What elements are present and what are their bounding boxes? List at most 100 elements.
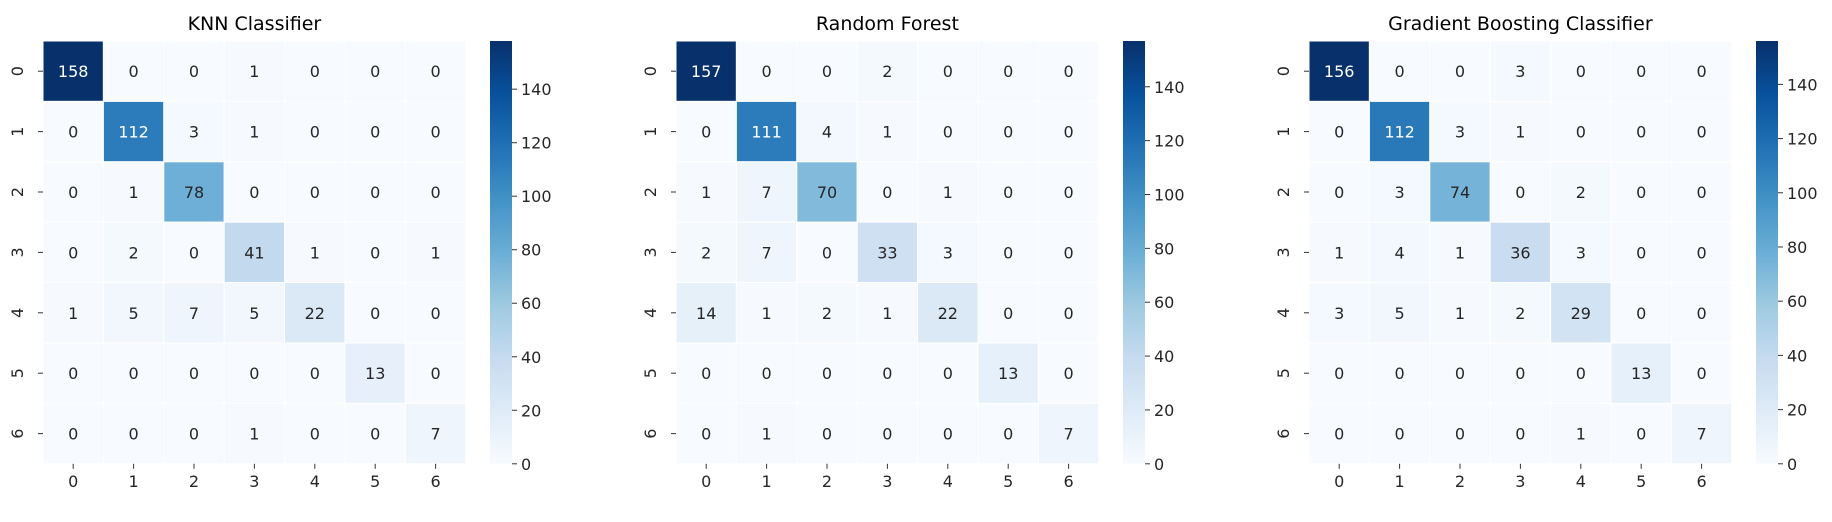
cell-value-label: 2: [822, 304, 832, 323]
colorbar-tick-label: 140: [1154, 78, 1185, 97]
x-tick-label: 0: [68, 472, 78, 491]
cell-value-label: 156: [1324, 62, 1355, 81]
colorbar-tick-label: 0: [1154, 455, 1164, 474]
heatmap-cell: [675, 100, 737, 163]
cell-value-label: 36: [1510, 243, 1530, 262]
heatmap-cell: [1037, 282, 1100, 344]
heatmap-cell: [404, 161, 467, 223]
heatmap-cell: [1489, 100, 1552, 163]
cell-value-label: 0: [1515, 364, 1525, 383]
cell-value-label: 0: [1697, 304, 1707, 323]
cell-value-label: 112: [1384, 123, 1415, 142]
heatmap-cell: [223, 342, 286, 404]
heatmap-cell: [917, 100, 979, 163]
cell-value-label: 0: [1455, 425, 1465, 444]
x-tick-label: 1: [129, 472, 139, 491]
heatmap-cell: [1489, 40, 1552, 102]
colorbar-tick-label: 100: [521, 187, 552, 206]
x-tick-label: 3: [1515, 472, 1525, 491]
cell-value-label: 157: [691, 62, 722, 81]
heatmap-cell: [1670, 402, 1733, 465]
cell-value-label: 0: [370, 123, 380, 142]
cell-value-label: 3: [1334, 304, 1344, 323]
x-tick-label: 5: [1003, 472, 1013, 491]
heatmap-cell: [977, 161, 1039, 223]
y-tick-label: 1: [641, 127, 660, 137]
heatmap-cell: [917, 342, 979, 404]
cell-value-label: 0: [701, 364, 711, 383]
heatmap-cell: [735, 161, 798, 223]
heatmap-cell: [1670, 100, 1733, 163]
cell-value-label: 2: [129, 243, 139, 262]
cell-value-label: 0: [310, 425, 320, 444]
heatmap-cell: [1670, 40, 1733, 102]
y-tick-label: 3: [1274, 247, 1293, 257]
heatmap-cell: [42, 342, 104, 404]
heatmap-cell: [1429, 342, 1491, 404]
cell-value-label: 5: [249, 304, 259, 323]
heatmap-cell: [1670, 221, 1733, 284]
heatmap-cell: [344, 402, 406, 465]
cell-value-label: 0: [943, 364, 953, 383]
colorbar-tick-label: 0: [521, 455, 531, 474]
cell-value-label: 1: [249, 62, 259, 81]
heatmap-cell: [1429, 40, 1491, 102]
heatmap-cell: [1489, 161, 1552, 223]
cell-value-label: 0: [129, 364, 139, 383]
cell-value-label: 0: [370, 183, 380, 202]
heatmap-cell: [163, 402, 225, 465]
cell-value-label: 13: [998, 364, 1018, 383]
heatmap-cell: [284, 402, 346, 465]
cell-value-label: 1: [1515, 123, 1525, 142]
heatmap-cell: [163, 40, 225, 102]
cell-value-label: 0: [370, 425, 380, 444]
heatmap-cell: [1550, 40, 1612, 102]
heatmap-cell: [1489, 282, 1552, 344]
cell-value-label: 0: [1697, 62, 1707, 81]
cell-value-label: 0: [1636, 304, 1646, 323]
colorbar: [1123, 41, 1145, 464]
heatmap-cell: [404, 221, 467, 284]
cell-value-label: 1: [310, 243, 320, 262]
heatmap-cell: [1550, 100, 1612, 163]
heatmap-cell: [102, 221, 165, 284]
heatmap-cell: [344, 40, 406, 102]
chart-title: Random Forest: [816, 13, 959, 35]
cell-value-label: 158: [58, 62, 89, 81]
heatmap-cell: [796, 402, 858, 465]
cell-value-label: 0: [249, 364, 259, 383]
heatmap-cell: [284, 100, 346, 163]
heatmap-cell: [42, 40, 104, 102]
x-tick-label: 0: [1334, 472, 1344, 491]
x-tick-label: 3: [882, 472, 892, 491]
cell-value-label: 1: [943, 183, 953, 202]
cell-value-label: 0: [1636, 62, 1646, 81]
x-tick-label: 4: [310, 472, 320, 491]
cell-value-label: 1: [1334, 243, 1344, 262]
heatmap-cell: [1037, 342, 1100, 404]
y-tick-label: 0: [641, 66, 660, 76]
colorbar-tick-label: 40: [1154, 347, 1174, 366]
x-tick-label: 2: [822, 472, 832, 491]
y-tick-label: 2: [8, 187, 27, 197]
colorbar-tick-label: 60: [1787, 292, 1807, 311]
cell-value-label: 0: [1064, 304, 1074, 323]
heatmap-cell: [1308, 221, 1370, 284]
heatmap-cell: [1610, 282, 1672, 344]
chart-title: KNN Classifier: [188, 13, 322, 35]
cell-value-label: 0: [1395, 425, 1405, 444]
cell-value-label: 0: [1395, 62, 1405, 81]
cell-value-label: 0: [310, 123, 320, 142]
cell-value-label: 1: [762, 304, 772, 323]
heatmap-cell: [1368, 40, 1431, 102]
cell-value-label: 29: [1571, 304, 1591, 323]
heatmap-cell: [977, 40, 1039, 102]
heatmap-cell: [102, 161, 165, 223]
heatmap-cell: [284, 342, 346, 404]
cell-value-label: 0: [1334, 123, 1344, 142]
heatmap-cell: [102, 342, 165, 404]
cell-value-label: 7: [431, 425, 441, 444]
